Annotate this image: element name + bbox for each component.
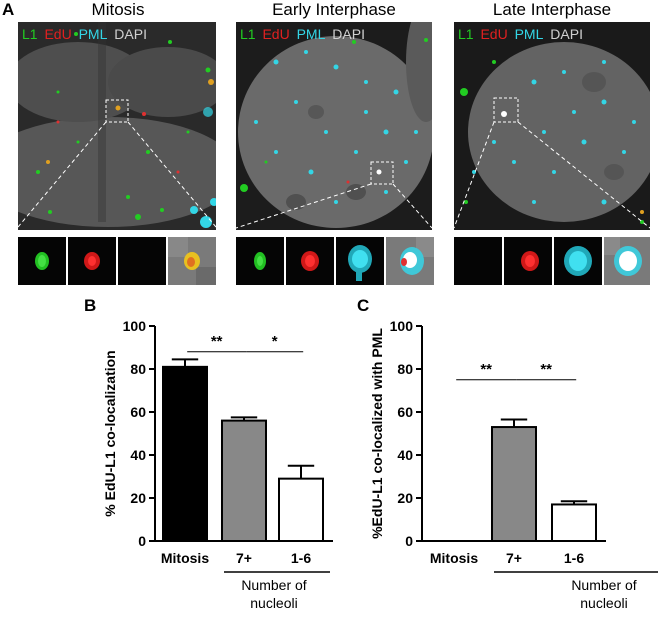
legend-edu: EdU: [262, 26, 290, 42]
y-tick-label: 0: [405, 533, 413, 549]
y-tick-label: 100: [123, 318, 147, 334]
y-axis-label: % EdU-L1 co-localization: [102, 350, 118, 516]
legend-pml: PML: [78, 26, 108, 42]
legend-edu: EdU: [44, 26, 72, 42]
chart-c-group-label: Number of nucleoli: [554, 576, 654, 612]
x-category-label: 1-6: [291, 550, 311, 566]
y-axis-label: %EdU-L1 co-localized with PML: [369, 328, 385, 539]
legend-l1: L1: [458, 26, 474, 42]
inset-late-l1: [454, 237, 502, 285]
legend-edu: EdU: [480, 26, 508, 42]
inset-early-l1: [236, 237, 284, 285]
bar: [491, 426, 537, 542]
title-mitosis: Mitosis: [91, 0, 145, 19]
legend-pml: PML: [514, 26, 544, 42]
x-category-label: 1-6: [564, 550, 584, 566]
significance-marker: **: [540, 361, 552, 378]
inset-mitosis-pml: [118, 237, 166, 285]
chart-c-group-label-line1: Number of: [571, 577, 637, 593]
x-category-label: 7+: [236, 550, 252, 566]
bar: [162, 365, 208, 542]
chart-c: 0 20 40 60 80 100 %EdU-L1 co-localized with PM…: [369, 318, 658, 573]
legend-l1: L1: [22, 26, 38, 42]
inset-early-edu: [286, 237, 334, 285]
chart-c-group-label-line2: nucleoli: [580, 595, 628, 611]
chart-b-group-label-line2: nucleoli: [250, 595, 298, 611]
inset-late-merge: [604, 237, 650, 285]
inset-mitosis-edu: [68, 237, 116, 285]
micrograph-mitosis: L1 EdU PML DAPI: [18, 22, 216, 230]
panel-a-letter: A: [2, 0, 15, 19]
legend-early: L1 EdU PML DAPI: [240, 26, 368, 42]
x-category-label: Mitosis: [430, 550, 478, 566]
legend-pml: PML: [296, 26, 326, 42]
inset-late-pml: [554, 237, 602, 285]
legend-l1: L1: [240, 26, 256, 42]
panel-c-letter: C: [357, 296, 370, 315]
micrograph-late-interphase: L1 EdU PML DAPI: [454, 22, 650, 230]
chart-b-group-label: Number of nucleoli: [224, 576, 324, 612]
bar: [278, 477, 324, 542]
chart-b-group-label-line1: Number of: [241, 577, 307, 593]
y-tick-label: 80: [130, 361, 146, 377]
y-tick-label: 80: [397, 361, 413, 377]
legend-mitosis: L1 EdU PML DAPI: [22, 26, 150, 42]
panel-b-letter: B: [84, 296, 97, 315]
inset-mitosis-l1: [18, 237, 66, 285]
legend-late: L1 EdU PML DAPI: [458, 26, 586, 42]
chart-b: 0 20 40 60 80 100 % EdU-L1 co-localization Mito…: [102, 318, 333, 573]
bar: [221, 419, 267, 542]
y-tick-label: 20: [130, 490, 146, 506]
y-tick-label: 0: [138, 533, 146, 549]
inset-late-edu: [504, 237, 552, 285]
significance-marker: *: [272, 333, 278, 350]
inset-early-merge: [386, 237, 434, 285]
y-tick-label: 60: [397, 404, 413, 420]
inset-early-pml: [336, 237, 384, 285]
legend-dapi: DAPI: [332, 26, 365, 42]
significance-marker: **: [480, 361, 492, 378]
micrograph-early-interphase: L1 EdU PML DAPI: [236, 22, 432, 230]
y-tick-label: 20: [397, 490, 413, 506]
legend-dapi: DAPI: [550, 26, 583, 42]
inset-mitosis-merge: [168, 237, 216, 285]
y-tick-label: 40: [130, 447, 146, 463]
y-tick-label: 40: [397, 447, 413, 463]
title-late-interphase: Late Interphase: [492, 0, 612, 19]
title-early-interphase: Early Interphase: [272, 0, 396, 19]
y-tick-label: 60: [130, 404, 146, 420]
x-category-label: Mitosis: [161, 550, 209, 566]
bar: [551, 503, 597, 542]
legend-dapi: DAPI: [114, 26, 147, 42]
x-category-label: 7+: [506, 550, 522, 566]
y-tick-label: 100: [390, 318, 414, 334]
significance-marker: **: [211, 333, 223, 350]
